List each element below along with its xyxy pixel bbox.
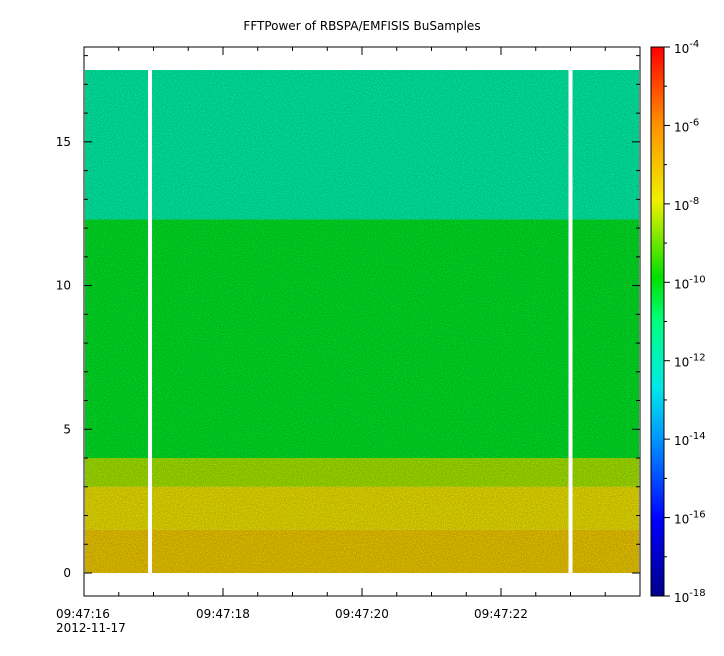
colorbar-tick-label: 10-16 [674,510,706,527]
colorbar-tick-label: 10-6 [674,117,699,134]
x-tick-label: 09:47:20 [335,607,389,621]
colorbar-gradient [650,46,665,597]
colorbar-tick-label: 10-8 [674,196,699,213]
y-tick-label: 10 [56,279,71,293]
colorbar-tick-label: 10-18 [674,588,706,605]
data-gaps [148,69,573,574]
y-axis: 0 5 10 15 [56,55,640,580]
x-tick-sublabel: 2012-11-17 [56,621,126,635]
y-tick-label: 15 [56,135,71,149]
plot-area [83,46,641,597]
spectrogram-noise [85,69,639,574]
colorbar-ticks: 10-18 10-16 10-14 10-12 10-10 10-8 10-6 10-4 [664,39,706,605]
colorbar: 10-18 10-16 10-14 10-12 10-10 10-8 10-6 10-4 [650,39,706,605]
data-gap [568,69,573,574]
x-tick-label: 09:47:16 [56,607,110,621]
colorbar-tick-label: 10-12 [674,353,706,370]
colorbar-tick-label: 10-14 [674,431,706,448]
x-tick-label: 09:47:22 [474,607,528,621]
chart-title: FFTPower of RBSPA/EMFISIS BuSamples [243,19,480,33]
x-tick-label: 09:47:18 [196,607,250,621]
y-tick-label: 5 [63,422,71,436]
colorbar-tick-label: 10-10 [674,274,706,291]
y-tick-label: 0 [63,566,71,580]
data-gap [148,69,153,574]
colorbar-tick-label: 10-4 [674,39,699,56]
